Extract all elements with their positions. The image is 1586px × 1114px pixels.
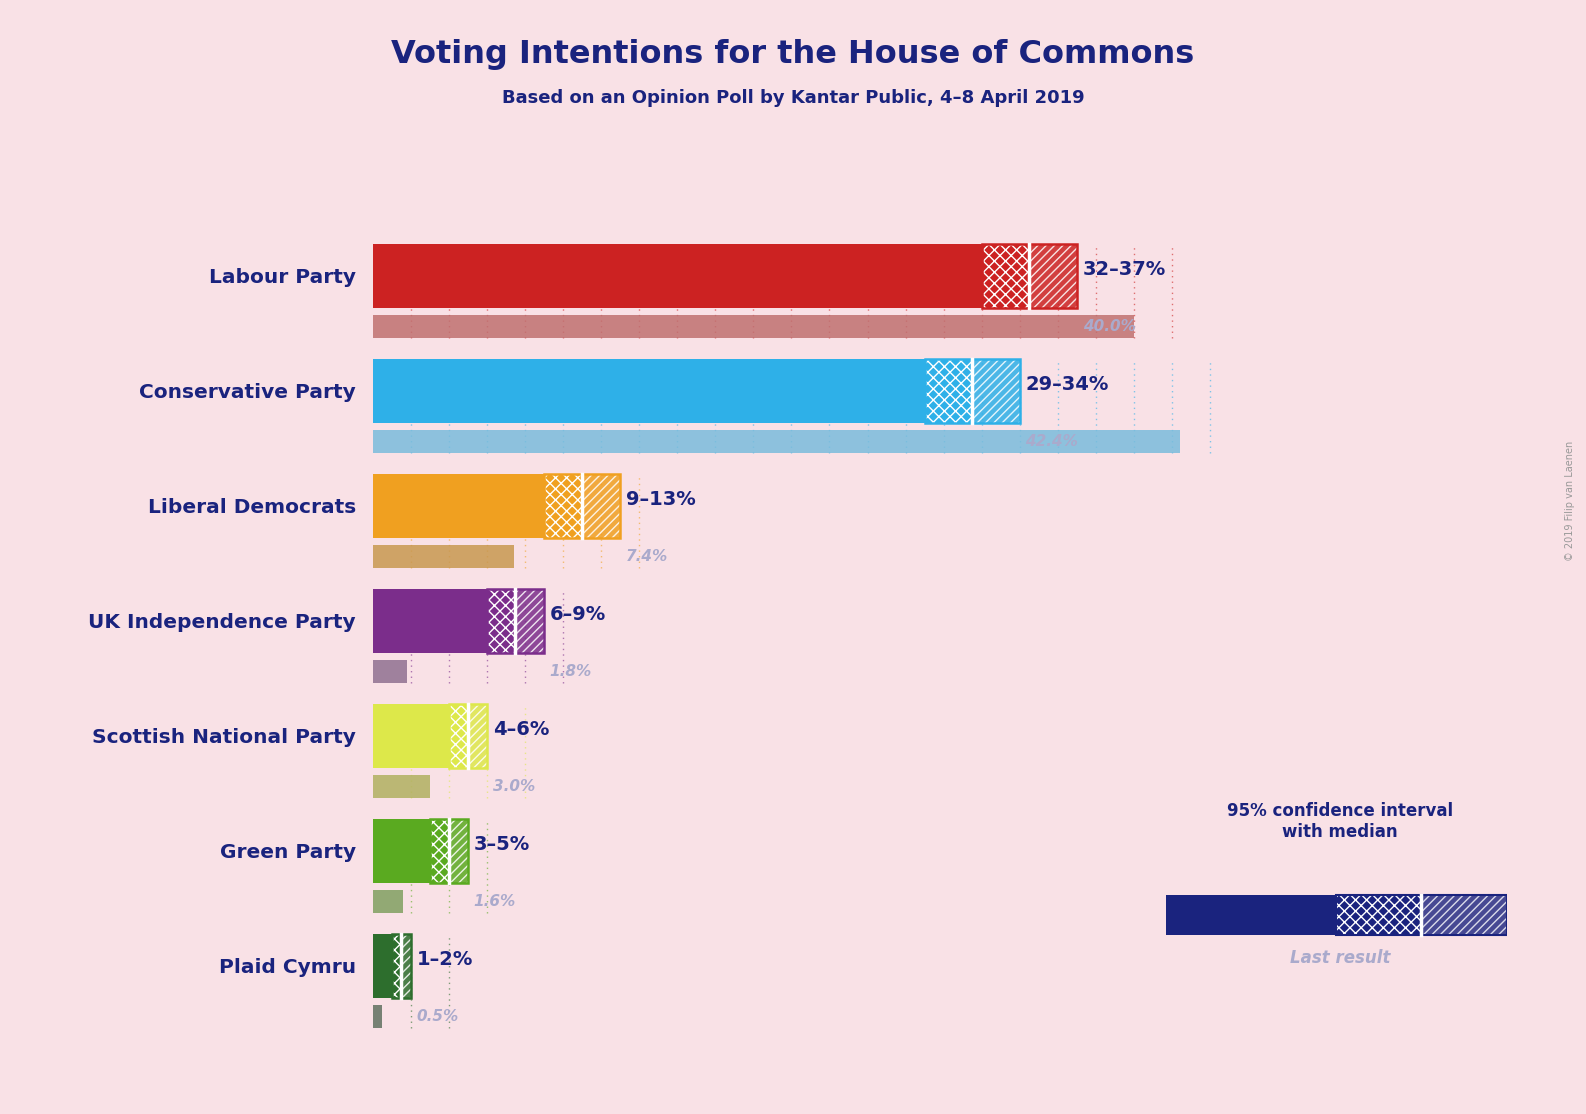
Text: 32–37%: 32–37% [1083,260,1166,278]
Bar [373,589,487,653]
Bar [392,934,401,998]
Text: 1–2%: 1–2% [417,950,473,969]
Bar [487,589,544,653]
Bar [373,934,392,998]
Bar [1421,895,1507,935]
Bar [468,704,487,769]
Text: 6–9%: 6–9% [550,605,606,624]
Bar [373,315,1134,338]
Text: 29–34%: 29–34% [1026,375,1109,394]
Text: 95% confidence interval
with median: 95% confidence interval with median [1228,802,1453,841]
Bar [487,589,515,653]
Text: 4–6%: 4–6% [493,720,549,739]
Bar [392,934,411,998]
Bar [373,661,408,683]
Bar [373,545,514,568]
Text: © 2019 Filip van Laenen: © 2019 Filip van Laenen [1565,441,1575,561]
Text: 3.0%: 3.0% [493,779,534,794]
Bar [373,704,449,769]
Bar [373,359,925,423]
Bar [925,359,972,423]
Text: Voting Intentions for the House of Commons: Voting Intentions for the House of Commo… [392,39,1194,70]
Bar [925,359,1020,423]
Bar [373,244,982,309]
Bar [1029,244,1077,309]
Bar [449,704,468,769]
Bar [544,473,620,538]
Text: 42.4%: 42.4% [1026,434,1078,449]
Text: 9–13%: 9–13% [626,490,696,509]
Bar [373,890,403,913]
Text: 1.6%: 1.6% [474,895,515,909]
Text: Last result: Last result [1289,949,1391,967]
Text: 7.4%: 7.4% [626,549,668,564]
Bar [1166,895,1335,935]
Text: 0.5%: 0.5% [417,1009,458,1024]
Text: Based on an Opinion Poll by Kantar Public, 4–8 April 2019: Based on an Opinion Poll by Kantar Publi… [501,89,1085,107]
Bar [544,473,582,538]
Bar [401,934,411,998]
Text: 1.8%: 1.8% [550,664,592,680]
Bar [373,473,544,538]
Bar [1335,895,1421,935]
Bar [373,819,430,883]
Text: 3–5%: 3–5% [474,836,530,854]
Bar [582,473,620,538]
Bar [515,589,544,653]
Bar [1335,895,1507,935]
Bar [430,819,449,883]
Bar [373,775,430,798]
Bar [373,430,1180,453]
Text: 40.0%: 40.0% [1083,319,1136,334]
Bar [972,359,1020,423]
Bar [430,819,468,883]
Bar [449,819,468,883]
Bar [982,244,1029,309]
Bar [982,244,1077,309]
Bar [373,1005,382,1028]
Bar [449,704,487,769]
